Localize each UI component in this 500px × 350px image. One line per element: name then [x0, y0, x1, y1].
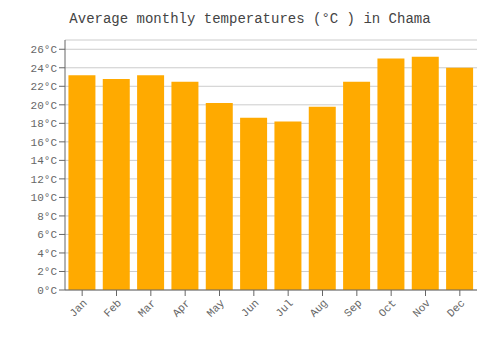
svg-text:Jan: Jan: [67, 297, 89, 319]
svg-text:May: May: [205, 297, 228, 320]
svg-text:Feb: Feb: [102, 297, 124, 319]
svg-text:Sep: Sep: [342, 297, 364, 319]
svg-text:Nov: Nov: [411, 297, 434, 320]
svg-text:24°C: 24°C: [31, 63, 58, 75]
svg-text:Jun: Jun: [239, 297, 261, 319]
svg-text:26°C: 26°C: [31, 44, 58, 56]
svg-text:10°C: 10°C: [31, 192, 58, 204]
svg-text:0°C: 0°C: [37, 285, 57, 297]
svg-text:12°C: 12°C: [31, 174, 58, 186]
svg-text:8°C: 8°C: [37, 211, 57, 223]
svg-text:Jul: Jul: [273, 297, 295, 319]
svg-text:Apr: Apr: [170, 297, 192, 319]
svg-text:14°C: 14°C: [31, 155, 58, 167]
svg-text:Oct: Oct: [376, 297, 398, 319]
html-text:Average monthly temperatures (: Average monthly temperatures (°C ) in Ch…: [69, 11, 431, 27]
svg-text:4°C: 4°C: [37, 248, 57, 260]
svg-text:Aug: Aug: [308, 297, 330, 319]
svg-text:16°C: 16°C: [31, 137, 58, 149]
svg-text:20°C: 20°C: [31, 100, 58, 112]
svg-text:Dec: Dec: [445, 297, 467, 319]
svg-text:2°C: 2°C: [37, 266, 57, 278]
svg-text:22°C: 22°C: [31, 81, 58, 93]
svg-text:6°C: 6°C: [37, 229, 57, 241]
svg-text:18°C: 18°C: [31, 118, 58, 130]
svg-text:Mar: Mar: [136, 297, 158, 319]
